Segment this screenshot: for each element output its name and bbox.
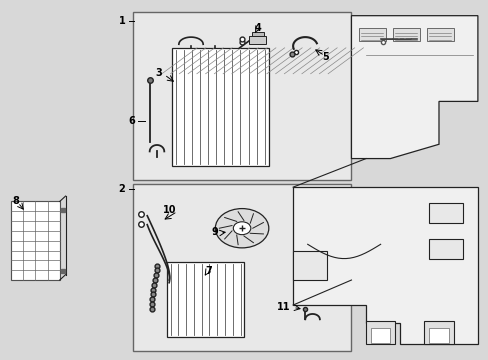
Bar: [370, 328, 389, 342]
Circle shape: [233, 222, 250, 235]
Bar: [166, 262, 244, 337]
Bar: [424, 321, 453, 344]
Bar: [392, 28, 419, 41]
Bar: [428, 328, 448, 342]
Bar: [358, 28, 385, 41]
Bar: [426, 28, 453, 41]
Bar: [249, 36, 266, 44]
Text: 7: 7: [205, 266, 212, 276]
Bar: [366, 321, 394, 344]
Bar: [132, 184, 351, 351]
Text: 1: 1: [119, 16, 125, 26]
Bar: [428, 203, 462, 223]
Polygon shape: [292, 251, 326, 280]
Text: 3: 3: [155, 68, 162, 78]
Bar: [132, 12, 351, 180]
Polygon shape: [351, 16, 477, 158]
Bar: [251, 32, 264, 36]
Text: 4: 4: [254, 23, 261, 33]
Bar: [171, 48, 268, 166]
Text: 6: 6: [128, 116, 135, 126]
Text: 2: 2: [119, 184, 125, 194]
Text: 10: 10: [163, 205, 176, 215]
Polygon shape: [292, 187, 477, 344]
Text: 9: 9: [211, 227, 217, 237]
Bar: [11, 202, 60, 280]
Text: 8: 8: [13, 197, 20, 206]
Text: 11: 11: [277, 302, 290, 312]
Circle shape: [215, 208, 268, 248]
Text: 5: 5: [322, 52, 328, 62]
Bar: [428, 239, 462, 258]
